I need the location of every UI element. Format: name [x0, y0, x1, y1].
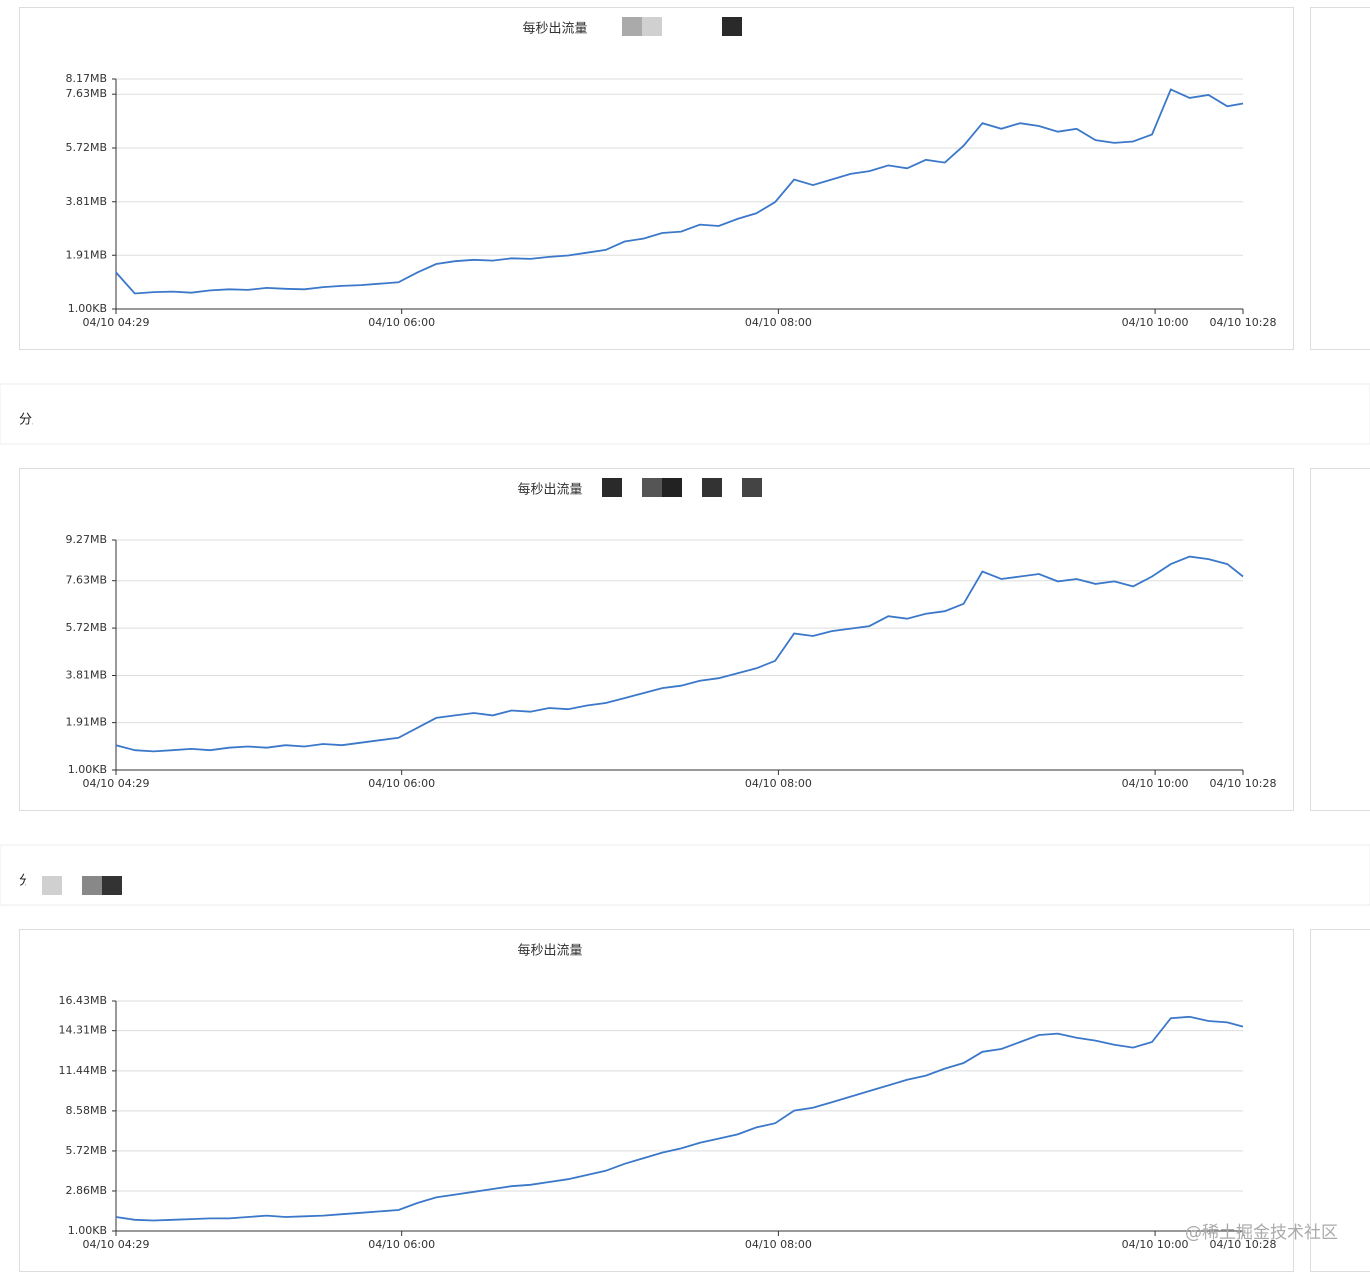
redaction [702, 478, 722, 497]
redaction [82, 876, 102, 895]
y-tick-label: 1.91MB [65, 716, 107, 729]
chart-panel [19, 468, 1294, 811]
chart-panel [19, 929, 1294, 1272]
y-tick-label: 7.63MB [65, 574, 107, 587]
x-tick-label: 04/10 06:00 [368, 316, 435, 329]
line-series [115, 555, 1244, 753]
side-panel [1310, 468, 1370, 811]
section-bar [0, 383, 1370, 445]
x-tick-label: 04/10 04:29 [83, 777, 150, 790]
line-series [115, 1015, 1244, 1222]
y-tick-label: 5.72MB [65, 1144, 107, 1157]
y-tick-label: 2.86MB [65, 1184, 107, 1197]
redaction [742, 478, 762, 497]
x-tick-label: 04/10 06:00 [368, 1238, 435, 1251]
legend-label: 每秒出流量 [517, 482, 582, 498]
x-tick-label: 04/10 10:00 [1122, 777, 1189, 790]
section-bar [0, 844, 1370, 906]
x-tick-label: 04/10 08:00 [745, 777, 812, 790]
y-tick-label: 7.63MB [65, 87, 107, 100]
y-tick-label: 1.00KB [68, 1224, 107, 1237]
x-tick-label: 04/10 04:29 [83, 316, 150, 329]
y-tick-label: 14.31MB [58, 1024, 107, 1037]
x-tick-label: 04/10 04:29 [83, 1238, 150, 1251]
legend-label: 每秒出流量 [517, 943, 582, 959]
redaction [642, 478, 662, 497]
watermark: @稀土掘金技术社区 [1185, 1223, 1338, 1243]
chart-panel [19, 7, 1294, 350]
y-tick-label: 1.91MB [65, 248, 107, 261]
legend-label: 每秒出流量 [522, 21, 587, 37]
side-panel [1310, 7, 1370, 350]
y-tick-label: 5.72MB [65, 621, 107, 634]
x-tick-label: 04/10 08:00 [745, 1238, 812, 1251]
redaction [602, 478, 622, 497]
redaction [662, 478, 682, 497]
y-tick-label: 16.43MB [58, 994, 107, 1007]
redaction [622, 17, 642, 36]
y-tick-label: 1.00KB [68, 302, 107, 315]
redaction [722, 17, 742, 36]
x-tick-label: 04/10 06:00 [368, 777, 435, 790]
y-tick-label: 3.81MB [65, 195, 107, 208]
x-tick-label: 04/10 10:28 [1210, 1238, 1277, 1251]
x-tick-label: 04/10 08:00 [745, 316, 812, 329]
redaction [42, 876, 62, 895]
y-tick-label: 9.27MB [65, 533, 107, 546]
y-tick-label: 8.58MB [65, 1104, 107, 1117]
side-panel [1310, 929, 1370, 1272]
x-tick-label: 04/10 10:28 [1210, 316, 1277, 329]
y-tick-label: 1.00KB [68, 763, 107, 776]
x-tick-label: 04/10 10:28 [1210, 777, 1277, 790]
y-tick-label: 3.81MB [65, 668, 107, 681]
redaction [642, 17, 662, 36]
y-tick-label: 8.17MB [65, 72, 107, 85]
y-tick-label: 11.44MB [58, 1064, 107, 1077]
redaction [33, 405, 153, 435]
x-tick-label: 04/10 10:00 [1122, 316, 1189, 329]
redaction [102, 876, 122, 895]
line-series [115, 88, 1244, 295]
x-tick-label: 04/10 10:00 [1122, 1238, 1189, 1251]
y-tick-label: 5.72MB [65, 141, 107, 154]
